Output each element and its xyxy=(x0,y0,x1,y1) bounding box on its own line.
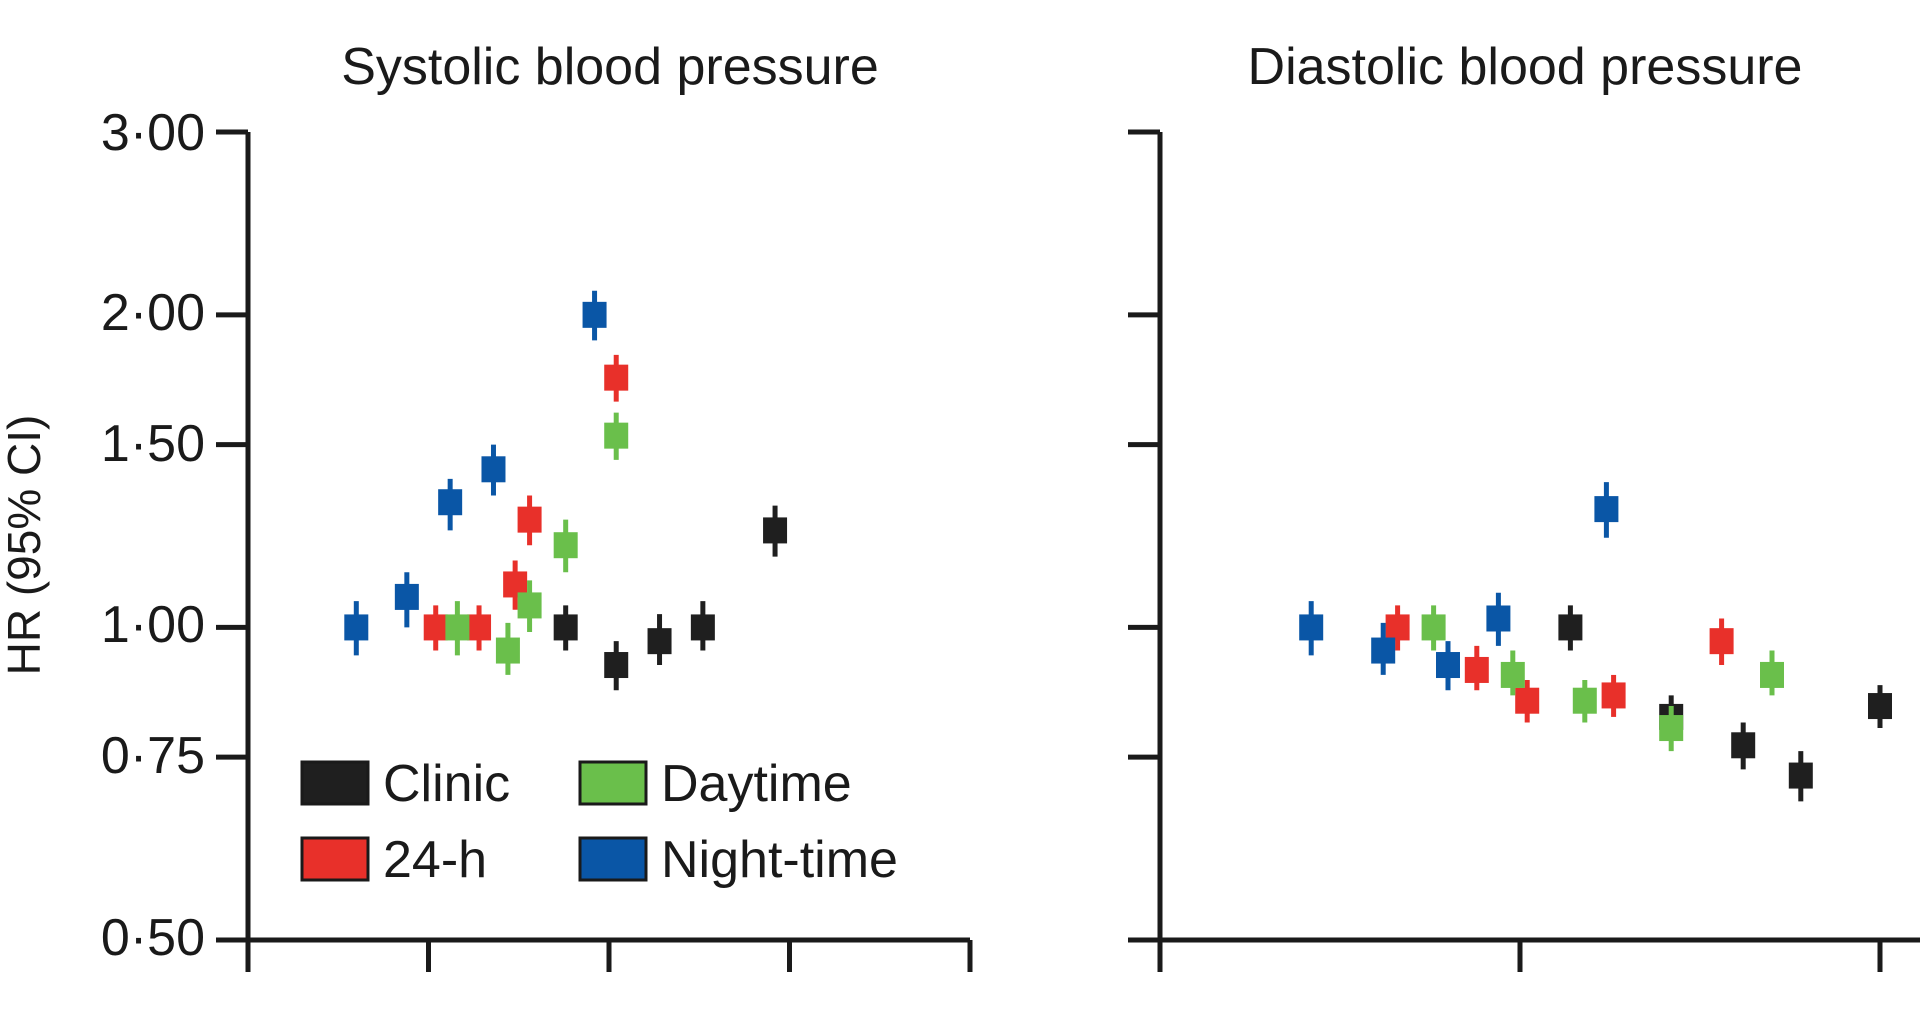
y-tick-label: 2·00 xyxy=(101,284,205,342)
data-point-clinic xyxy=(553,614,578,641)
y-tick-label: 0·75 xyxy=(101,727,205,785)
data-point-clinic xyxy=(647,628,672,655)
systolic-data-marks xyxy=(344,290,788,691)
legend-swatch-night-time xyxy=(578,836,648,882)
data-point-daytime xyxy=(495,637,520,664)
y-tick-label: 1·00 xyxy=(101,596,205,654)
data-point-24-h xyxy=(467,614,492,641)
data-point-night-time xyxy=(1436,652,1460,679)
data-point-clinic xyxy=(1788,762,1813,789)
data-point-24-h xyxy=(1515,687,1540,714)
diastolic-panel-title: Diastolic blood pressure xyxy=(1248,38,1803,96)
data-point-daytime xyxy=(1421,614,1446,641)
data-point-daytime xyxy=(1500,661,1525,688)
data-point-daytime xyxy=(604,422,629,449)
data-point-24-h xyxy=(1601,682,1626,709)
data-point-daytime xyxy=(1572,687,1597,714)
y-tick-label: 1·50 xyxy=(101,415,205,473)
data-point-daytime xyxy=(445,614,470,641)
data-point-night-time xyxy=(1299,614,1324,641)
data-point-daytime xyxy=(517,592,542,619)
legend-label-night-time: Night-time xyxy=(661,831,898,889)
data-point-24-h xyxy=(423,614,448,641)
diastolic-axes xyxy=(1128,129,1920,972)
data-point-night-time xyxy=(1371,637,1396,664)
data-point-daytime xyxy=(1760,661,1784,688)
data-point-clinic xyxy=(690,614,715,641)
data-point-daytime xyxy=(553,532,578,559)
data-point-night-time xyxy=(582,301,607,328)
y-tick-labels: 3·00 2·00 1·50 1·00 0·75 0·50 xyxy=(101,104,205,967)
data-point-clinic xyxy=(1558,614,1583,641)
data-point-daytime xyxy=(1659,715,1684,742)
data-point-24-h xyxy=(517,506,542,533)
data-point-clinic xyxy=(604,652,629,679)
data-point-night-time xyxy=(481,456,506,483)
legend: Clinic Daytime 24-h Night-time xyxy=(300,755,898,889)
y-tick-label: 0·50 xyxy=(101,909,205,967)
data-point-night-time xyxy=(1594,496,1619,523)
legend-swatch-daytime xyxy=(578,760,648,806)
data-point-24-h xyxy=(1385,614,1410,641)
diastolic-data-marks xyxy=(1299,482,1892,802)
data-point-night-time xyxy=(394,583,419,610)
data-point-24-h xyxy=(1709,628,1734,655)
legend-label-clinic: Clinic xyxy=(383,755,510,813)
legend-label-24h: 24-h xyxy=(383,831,487,889)
data-point-clinic xyxy=(1731,732,1756,759)
data-point-night-time xyxy=(344,614,369,641)
data-point-clinic xyxy=(763,517,788,544)
data-point-clinic xyxy=(1868,693,1892,720)
data-point-24-h xyxy=(604,364,629,391)
y-axis-label: HR (95% CI) xyxy=(0,415,50,676)
legend-label-daytime: Daytime xyxy=(661,755,852,813)
data-point-24-h xyxy=(1464,656,1489,683)
legend-swatch-24h xyxy=(300,836,370,882)
systolic-panel-title: Systolic blood pressure xyxy=(341,38,879,96)
data-point-night-time xyxy=(1486,605,1511,632)
data-point-night-time xyxy=(438,489,463,516)
systolic-axes xyxy=(216,129,973,972)
y-tick-label: 3·00 xyxy=(101,104,205,162)
legend-swatch-clinic xyxy=(300,760,370,806)
